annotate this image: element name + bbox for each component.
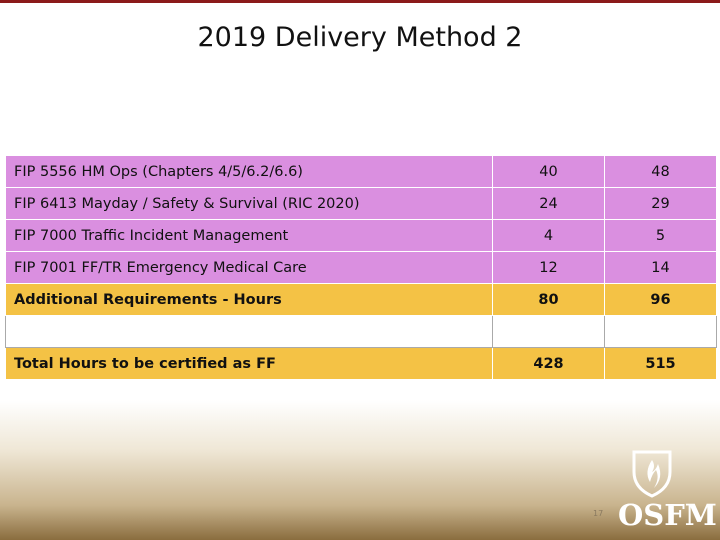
- slide-title: 2019 Delivery Method 2: [197, 22, 523, 53]
- cell: FIP 7000 Traffic Incident Management: [5, 219, 493, 252]
- cell: 80: [492, 283, 605, 316]
- cell: [5, 315, 493, 348]
- table-row: Additional Requirements - Hours 80 96: [5, 283, 717, 316]
- cell: 4: [492, 219, 605, 252]
- table-row: FIP 5556 HM Ops (Chapters 4/5/6.2/6.6) 40…: [5, 155, 717, 188]
- cell: FIP 6413 Mayday / Safety & Survival (RIC…: [5, 187, 493, 220]
- logo-shield: [632, 450, 672, 498]
- cell: 40: [492, 155, 605, 188]
- cell: 48: [604, 155, 717, 188]
- cell: 5: [604, 219, 717, 252]
- cell: FIP 5556 HM Ops (Chapters 4/5/6.2/6.6): [5, 155, 493, 188]
- cell: [492, 315, 605, 348]
- cell: 515: [604, 347, 717, 380]
- cell: Total Hours to be certified as FF: [5, 347, 493, 380]
- cell: 428: [492, 347, 605, 380]
- table-row: FIP 7000 Traffic Incident Management 4 5: [5, 219, 717, 252]
- cell: 14: [604, 251, 717, 284]
- hours-table: FIP 5556 HM Ops (Chapters 4/5/6.2/6.6) 40…: [5, 155, 717, 380]
- cell: Additional Requirements - Hours: [5, 283, 493, 316]
- table-row: FIP 7001 FF/TR Emergency Medical Care 12 1…: [5, 251, 717, 284]
- cell: 24: [492, 187, 605, 220]
- empty-row: [5, 315, 717, 348]
- top-bar: [0, 0, 720, 3]
- cell: FIP 7001 FF/TR Emergency Medical Care: [5, 251, 493, 284]
- cell: 29: [604, 187, 717, 220]
- table-row: FIP 6413 Mayday / Safety & Survival (RIC…: [5, 187, 717, 220]
- cell: [604, 315, 717, 348]
- logo-text: OSFM: [618, 498, 717, 532]
- cell: 12: [492, 251, 605, 284]
- table-row: Total Hours to be certified as FF 428 515: [5, 347, 717, 380]
- cell: 96: [604, 283, 717, 316]
- page-number: 17: [593, 509, 604, 518]
